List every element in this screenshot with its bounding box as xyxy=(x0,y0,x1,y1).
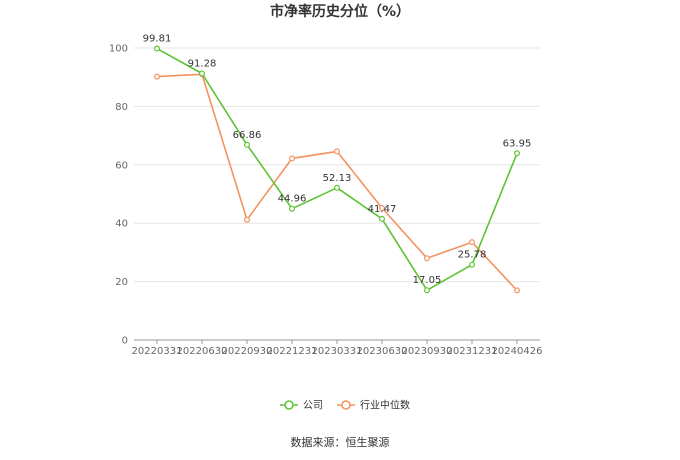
chart-title: 市净率历史分位（%） xyxy=(270,3,410,20)
x-tick-label-0: 20220331 xyxy=(132,346,183,357)
x-tick-label-3: 20221231 xyxy=(267,346,318,357)
series-0-point-8 xyxy=(513,150,520,157)
source-text: 数据来源：恒生聚源 xyxy=(291,435,390,449)
y-tick-label-1: 20 xyxy=(115,277,128,288)
legend-label-0: 公司 xyxy=(303,401,323,412)
series-0-point-6 xyxy=(424,287,431,294)
series-1-point-3 xyxy=(289,155,296,162)
y-tick-label-5: 100 xyxy=(109,44,128,55)
series-1-point-0 xyxy=(154,73,161,80)
series-0-point-5 xyxy=(379,215,386,222)
series-0-point-0 xyxy=(154,45,161,52)
series-0-point-4 xyxy=(334,184,341,191)
y-tick-label-0: 0 xyxy=(122,336,128,347)
data-label-6: 17.05 xyxy=(413,275,442,286)
data-label-8: 63.95 xyxy=(503,138,532,149)
data-labels: 99.81 91.28 66.86 44.96 52.13 41.47 17.05 25.78… xyxy=(143,34,532,287)
series-0-point-2 xyxy=(244,141,251,148)
data-label-0: 99.81 xyxy=(143,34,172,45)
data-label-1: 91.28 xyxy=(188,58,217,69)
series-0-point-7 xyxy=(469,261,476,268)
legend-marker-0 xyxy=(284,400,294,410)
legend-label-1: 行业中位数 xyxy=(360,399,410,412)
series-1-point-5 xyxy=(379,205,386,212)
series-0-point-1 xyxy=(199,70,206,77)
data-label-2: 66.86 xyxy=(233,130,262,141)
x-tick-label-1: 20220630 xyxy=(177,346,228,357)
legend-marker-1 xyxy=(341,400,351,410)
series-1-point-4 xyxy=(334,148,341,155)
y-tick-label-3: 60 xyxy=(115,160,128,171)
grid xyxy=(134,47,540,283)
x-tick-label-7: 20231231 xyxy=(447,346,498,357)
data-label-3: 44.96 xyxy=(278,194,307,205)
series-1-point-8 xyxy=(513,287,520,294)
x-tick-label-4: 20230331 xyxy=(312,346,363,357)
x-tick-label-6: 20230930 xyxy=(402,346,453,357)
legend-item-0[interactable]: 公司 xyxy=(280,400,323,412)
series-1-point-2 xyxy=(244,216,251,223)
y-tick-label-4: 80 xyxy=(115,102,128,113)
data-label-5: 41.47 xyxy=(368,204,397,215)
y-tick-label-2: 40 xyxy=(115,219,128,230)
data-label-4: 52.13 xyxy=(323,173,352,184)
series-layer xyxy=(154,45,520,294)
x-tick-label-5: 20230630 xyxy=(357,346,408,357)
data-label-7: 25.78 xyxy=(458,250,487,261)
axes: 0 20 40 60 80 100 2022033120220630202209302022… xyxy=(109,44,543,358)
x-tick-label-2: 20220930 xyxy=(222,346,273,357)
legend-item-1[interactable]: 行业中位数 xyxy=(337,399,410,412)
series-1-point-6 xyxy=(424,255,431,262)
legend[interactable]: 公司 行业中位数 xyxy=(280,399,410,412)
series-1-point-7 xyxy=(469,239,476,246)
series-0-point-3 xyxy=(289,205,296,212)
x-tick-label-8: 20240426 xyxy=(492,346,543,357)
